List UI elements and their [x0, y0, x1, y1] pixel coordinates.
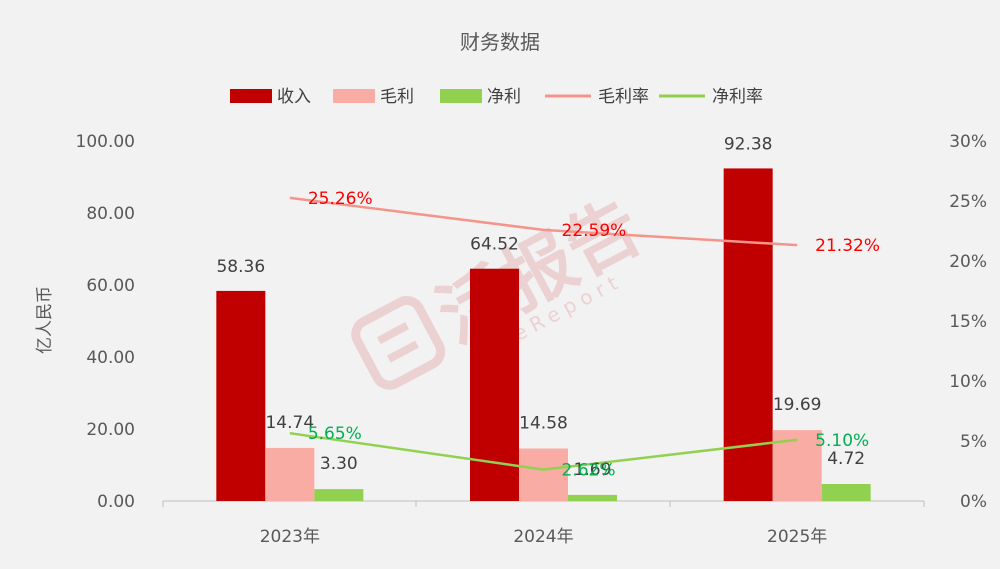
y-tick-label: 80.00: [86, 204, 135, 224]
lines: [289, 196, 798, 471]
line-data-label: 5.10%: [815, 431, 869, 451]
bar-data-label: 92.38: [724, 134, 773, 154]
data-labels: 58.36 64.52 92.38 14.74 14.58 19.69 3.30 1.69 4.…: [216, 134, 879, 480]
bar-收入: [216, 290, 266, 501]
legend-label: 毛利率: [598, 87, 649, 107]
y2-tick-label: 10%: [949, 372, 987, 392]
y-axis-label: 亿人民币: [35, 286, 55, 354]
chart-title: 财务数据: [460, 30, 540, 54]
bar-净利: [821, 484, 871, 501]
x-tick-label: 2025年: [767, 527, 827, 547]
bar-净利: [568, 494, 617, 501]
bar-data-label: 1.69: [574, 460, 612, 480]
y2-tick-label: 5%: [960, 432, 987, 452]
y2-tick-label: 25%: [949, 192, 987, 212]
line-data-label: 21.32%: [815, 236, 880, 256]
bar-收入: [723, 168, 773, 501]
legend-swatch-毛利: [333, 89, 375, 103]
line-data-label: 2.62%: [562, 461, 616, 481]
x-tick-label: 2024年: [513, 527, 573, 547]
y2-tick-label: 20%: [949, 252, 987, 272]
y-tick-label: 40.00: [86, 348, 135, 368]
bar-data-label: 58.36: [216, 257, 265, 277]
legend-swatch-收入: [230, 89, 272, 103]
y-axis-ticks: 0.00 20.00 40.00 60.00 80.00 100.00: [76, 132, 135, 512]
y2-axis-ticks: 0% 5% 10% 15% 20% 25% 30%: [949, 132, 987, 512]
bar-毛利: [265, 447, 315, 501]
bar-data-label: 4.72: [827, 449, 865, 469]
legend-label: 净利: [487, 87, 521, 107]
line-data-label: 25.26%: [308, 189, 373, 209]
bar-data-label: 64.52: [470, 235, 519, 255]
y-tick-label: 60.00: [86, 276, 135, 296]
x-axis-labels: 2023年 2024年 2025年: [260, 527, 828, 547]
y-tick-label: 0.00: [97, 492, 135, 512]
y-tick-label: 100.00: [76, 132, 135, 152]
y2-tick-label: 30%: [949, 132, 987, 152]
line-净利率: [289, 431, 798, 471]
line-data-label: 22.59%: [562, 221, 627, 241]
legend-label: 毛利: [380, 87, 414, 107]
bar-净利: [314, 489, 364, 501]
bar-毛利: [519, 448, 568, 501]
legend-swatch-净利: [440, 89, 482, 103]
bar-data-label: 19.69: [773, 395, 822, 415]
y2-tick-label: 15%: [949, 312, 987, 332]
y2-tick-label: 0%: [960, 492, 987, 512]
bar-data-label: 3.30: [320, 454, 358, 474]
line-毛利率: [289, 196, 798, 247]
bars: [216, 168, 871, 501]
legend-label: 净利率: [712, 87, 763, 107]
bar-data-label: 14.74: [265, 413, 314, 433]
line-data-label: 5.65%: [308, 424, 362, 444]
bar-data-label: 14.58: [519, 414, 568, 434]
legend-label: 收入: [277, 87, 311, 107]
x-tick-label: 2023年: [260, 527, 320, 547]
legend: 收入 毛利 净利 毛利率 净利率: [230, 87, 763, 107]
y-tick-label: 20.00: [86, 420, 135, 440]
